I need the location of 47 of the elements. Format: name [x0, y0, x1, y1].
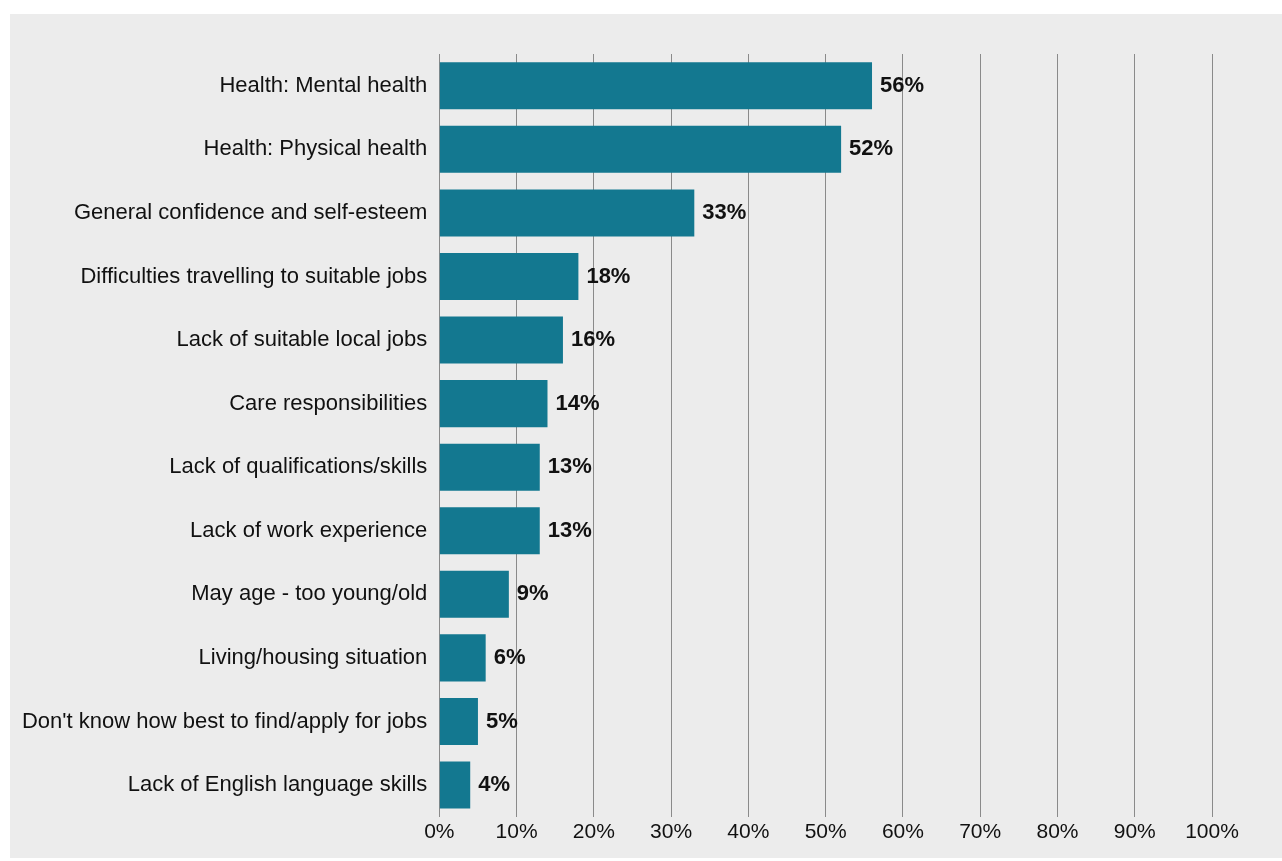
y-tick-label: General confidence and self-esteem — [73, 198, 428, 224]
bar — [439, 380, 548, 428]
bar — [439, 697, 478, 745]
x-tick-label: 40% — [727, 819, 770, 843]
y-tick-label: Difficulties travelling to suitable jobs — [80, 262, 428, 288]
y-tick-label: Don't know how best to find/apply for jobs — [21, 707, 428, 733]
x-tick-label: 30% — [650, 819, 693, 843]
x-tick-label: 20% — [572, 819, 615, 843]
y-tick-label: Health: Mental health — [219, 71, 428, 97]
y-tick-label: Care responsibilities — [229, 389, 428, 415]
bar — [439, 761, 471, 809]
y-tick-label: May age - too young/old — [191, 580, 428, 606]
data-label: 13% — [547, 453, 592, 479]
bar — [439, 252, 579, 300]
y-tick-label: Living/housing situation — [198, 643, 428, 669]
bar — [439, 62, 873, 110]
x-tick-label: 80% — [1036, 819, 1079, 843]
x-tick-label: 10% — [495, 819, 538, 843]
y-tick-label: Health: Physical health — [203, 135, 428, 161]
bar — [439, 316, 563, 364]
x-tick-label: 60% — [881, 819, 924, 843]
bar — [439, 125, 842, 173]
bar — [439, 570, 509, 618]
data-label: 9% — [516, 580, 549, 606]
data-label: 16% — [570, 326, 615, 352]
x-tick-label: 100% — [1185, 819, 1239, 843]
bar — [439, 507, 540, 555]
data-label: 5% — [485, 707, 518, 733]
data-label: 56% — [880, 71, 925, 97]
y-tick-label: Lack of work experience — [190, 516, 428, 542]
x-tick-label: 70% — [959, 819, 1002, 843]
y-tick-label: Lack of suitable local jobs — [176, 326, 428, 352]
x-tick-label: 90% — [1113, 819, 1156, 843]
bar — [439, 189, 695, 237]
bar — [439, 634, 486, 682]
data-label: 4% — [478, 771, 511, 797]
data-label: 33% — [702, 198, 747, 224]
y-tick-label: Lack of English language skills — [127, 771, 428, 797]
x-tick-label: 0% — [424, 819, 455, 843]
x-tick-label: 50% — [804, 819, 847, 843]
y-tick-label: Lack of qualifications/skills — [169, 453, 428, 479]
bar — [439, 443, 540, 491]
data-label: 52% — [849, 135, 894, 161]
data-label: 6% — [493, 643, 526, 669]
data-label: 14% — [555, 389, 600, 415]
data-label: 18% — [586, 262, 631, 288]
data-label: 13% — [547, 516, 592, 542]
